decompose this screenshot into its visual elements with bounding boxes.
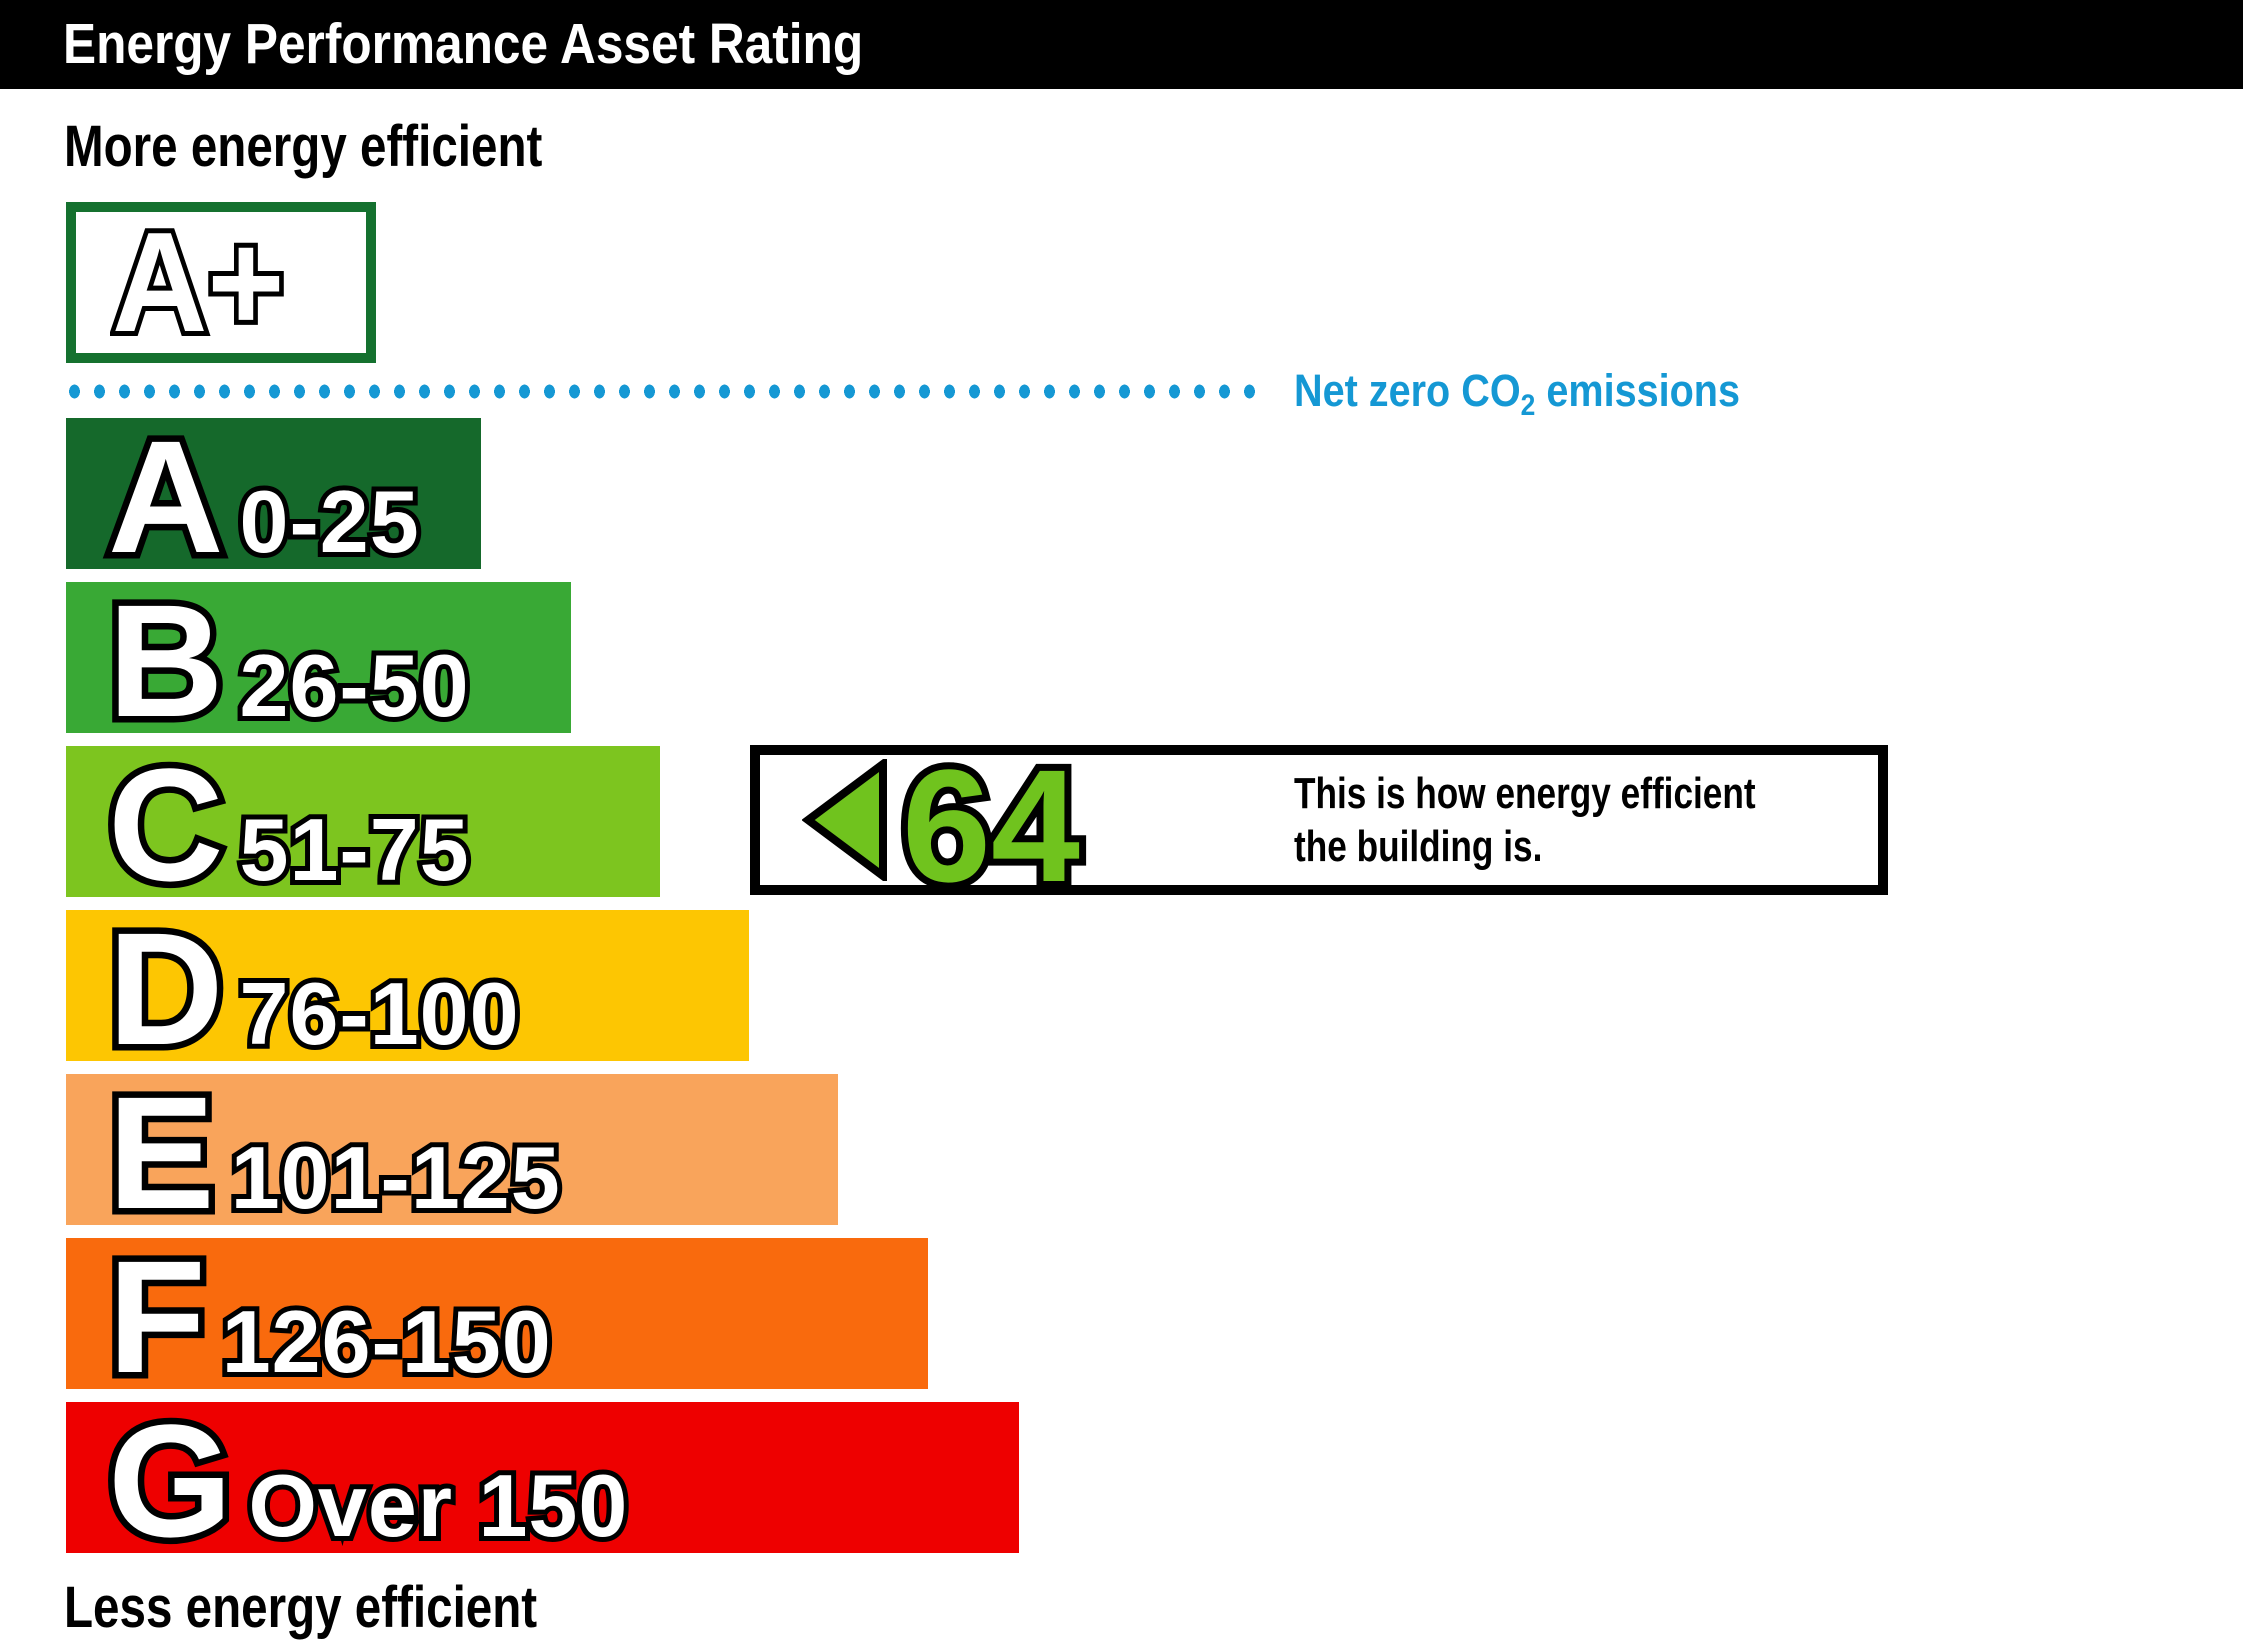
band-letter: F bbox=[108, 1238, 206, 1396]
more-efficient-label: More energy efficient bbox=[64, 114, 543, 179]
band-range: 26-50 bbox=[240, 642, 470, 730]
band-letter: C bbox=[108, 746, 224, 904]
net-zero-label-subscript: 2 bbox=[1520, 389, 1536, 422]
header-bar: Energy Performance Asset Rating bbox=[0, 0, 2243, 89]
net-zero-dotted-line bbox=[62, 384, 1267, 399]
current-rating-message: This is how energy efficient the buildin… bbox=[1294, 767, 1756, 873]
rating-scale: A 0-25 B 26-50 C 51-75 D 76-100 E 101-12… bbox=[66, 418, 1019, 1566]
band-letter: G bbox=[108, 1402, 233, 1560]
band-row-c: C 51-75 bbox=[66, 746, 660, 904]
left-arrow-icon bbox=[802, 759, 887, 881]
current-rating-message-line1: This is how energy efficient bbox=[1293, 769, 1756, 818]
band-row-a: A 0-25 bbox=[66, 418, 481, 576]
net-zero-label-prefix: Net zero CO bbox=[1294, 365, 1521, 416]
band-letter: A bbox=[108, 418, 224, 576]
current-rating-value: 64 bbox=[902, 751, 1080, 901]
current-rating-message-line2: the building is. bbox=[1293, 822, 1543, 871]
current-rating-box: 64 This is how energy efficient the buil… bbox=[750, 745, 1888, 901]
band-range: 101-125 bbox=[231, 1134, 561, 1222]
band-range: 76-100 bbox=[240, 970, 520, 1058]
band-range: Over 150 bbox=[248, 1462, 628, 1550]
band-letter: E bbox=[108, 1074, 215, 1232]
band-row-g: G Over 150 bbox=[66, 1402, 1019, 1560]
band-letter: D bbox=[108, 910, 224, 1068]
band-range: 126-150 bbox=[222, 1298, 552, 1386]
band-range: 51-75 bbox=[240, 806, 470, 894]
band-a-plus-letter: A+ bbox=[112, 209, 285, 356]
left-arrow-shape bbox=[802, 759, 887, 881]
band-row-e: E 101-125 bbox=[66, 1074, 838, 1232]
band-row-b: B 26-50 bbox=[66, 582, 571, 740]
band-a-plus: A+ bbox=[66, 202, 376, 363]
page-title: Energy Performance Asset Rating bbox=[63, 12, 864, 76]
band-letter: B bbox=[108, 582, 224, 740]
band-row-f: F 126-150 bbox=[66, 1238, 928, 1396]
band-row-d: D 76-100 bbox=[66, 910, 749, 1068]
net-zero-label-suffix: emissions bbox=[1535, 365, 1741, 416]
band-range: 0-25 bbox=[240, 478, 420, 566]
net-zero-label: Net zero CO2 emissions bbox=[1294, 365, 1741, 421]
less-efficient-label: Less energy efficient bbox=[64, 1575, 538, 1640]
